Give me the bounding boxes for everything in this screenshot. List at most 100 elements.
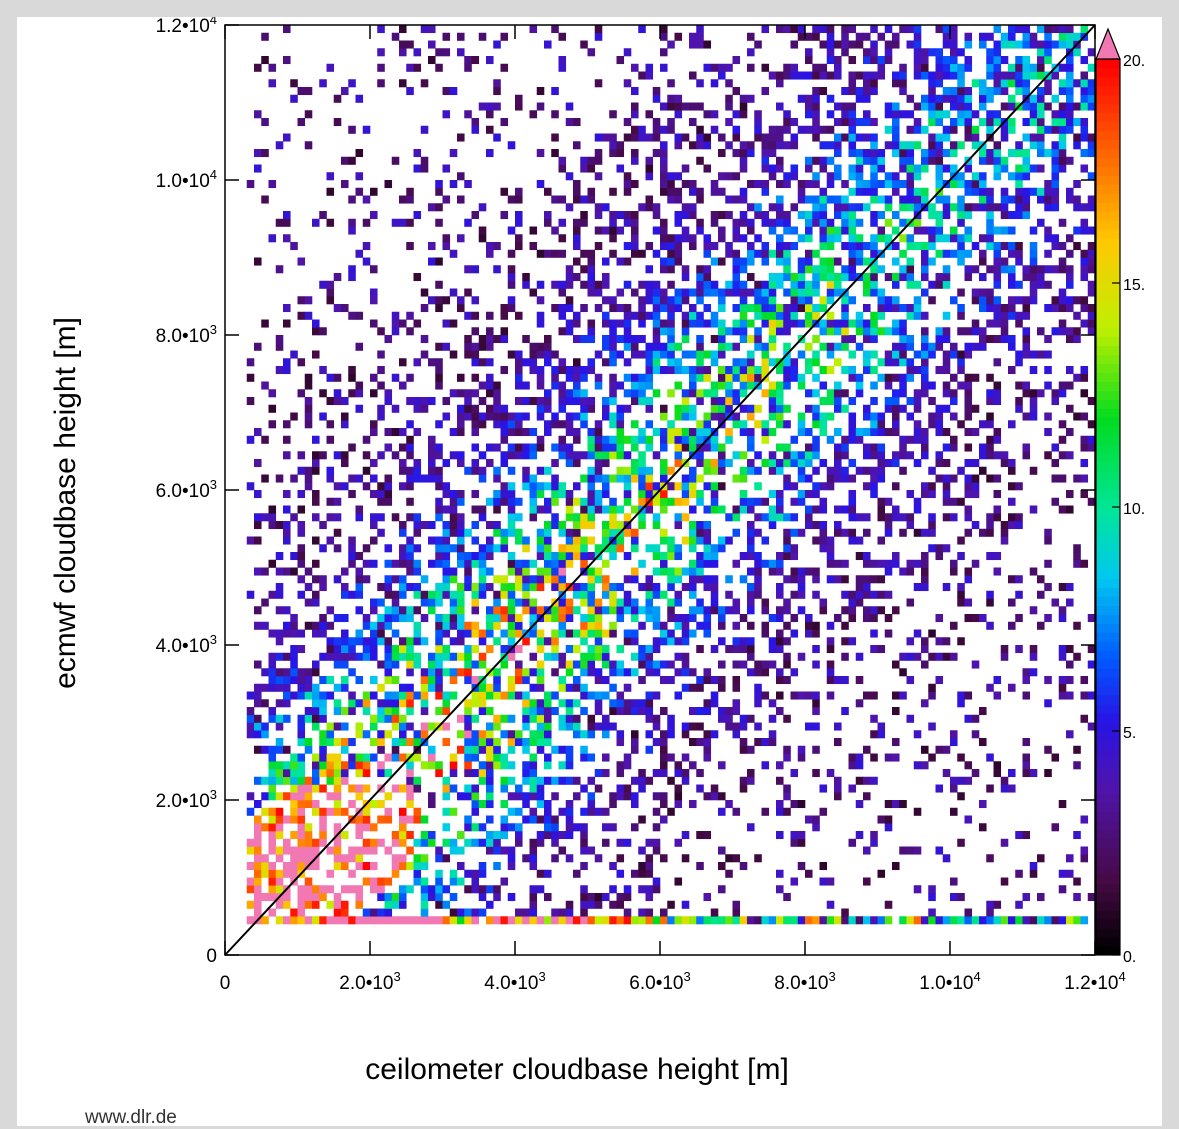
heatmap-bin — [297, 815, 306, 824]
heatmap-bin — [493, 846, 501, 855]
heatmap-bin — [478, 544, 487, 553]
heatmap-bin — [725, 575, 733, 584]
heatmap-bin — [1058, 645, 1067, 654]
heatmap-bin — [304, 668, 313, 677]
heatmap-bin — [957, 172, 965, 181]
heatmap-bin — [565, 900, 574, 909]
heatmap-bin — [609, 211, 617, 220]
heatmap-bin — [261, 792, 269, 801]
heatmap-bin — [522, 559, 530, 568]
heatmap-bin — [710, 288, 719, 297]
heatmap-bin — [573, 141, 581, 150]
heatmap-bin — [921, 435, 929, 444]
heatmap-bin — [261, 668, 269, 677]
heatmap-bin — [1008, 335, 1016, 344]
heatmap-bin — [696, 536, 704, 545]
heatmap-bin — [841, 327, 849, 336]
heatmap-bin — [515, 358, 523, 367]
heatmap-bin — [841, 273, 849, 282]
heatmap-bin — [732, 319, 741, 328]
heatmap-bin — [587, 567, 596, 576]
heatmap-bin — [573, 381, 581, 390]
heatmap-bin — [486, 497, 494, 506]
heatmap-bin — [551, 552, 559, 561]
heatmap-bin — [645, 699, 654, 708]
heatmap-bin — [326, 474, 335, 483]
heatmap-bin — [826, 319, 835, 328]
heatmap-bin — [877, 296, 886, 305]
heatmap-bin — [391, 699, 400, 708]
heatmap-bin — [573, 335, 581, 344]
heatmap-bin — [304, 707, 313, 716]
heatmap-bin — [391, 862, 400, 871]
heatmap-bin — [1058, 110, 1067, 119]
heatmap-bin — [362, 621, 371, 630]
heatmap-bin — [1087, 327, 1096, 336]
heatmap-bin — [696, 862, 704, 871]
heatmap-bin — [580, 559, 588, 568]
heatmap-bin — [413, 862, 422, 871]
heatmap-bin — [500, 428, 509, 437]
heatmap-bin — [326, 497, 335, 506]
heatmap-bin — [1008, 265, 1016, 274]
heatmap-bin — [638, 513, 646, 522]
heatmap-bin — [1029, 769, 1038, 778]
heatmap-bin — [805, 164, 813, 173]
heatmap-bin — [341, 590, 349, 599]
heatmap-bin — [797, 916, 806, 925]
heatmap-bin — [587, 466, 596, 475]
heatmap-bin — [739, 916, 748, 925]
heatmap-bin — [515, 311, 523, 320]
heatmap-bin — [921, 350, 929, 359]
heatmap-bin — [551, 304, 559, 313]
heatmap-bin — [1000, 838, 1009, 847]
heatmap-bin — [493, 521, 501, 530]
heatmap-bin — [906, 304, 915, 313]
heatmap-bin — [761, 691, 770, 700]
heatmap-bin — [275, 823, 284, 832]
heatmap-bin — [732, 373, 741, 382]
heatmap-bin — [652, 645, 661, 654]
heatmap-bin — [573, 916, 581, 925]
heatmap-bin — [674, 435, 683, 444]
heatmap-bin — [971, 288, 980, 297]
heatmap-bin — [587, 652, 596, 661]
heatmap-bin — [725, 714, 733, 723]
heatmap-bin — [471, 412, 480, 421]
heatmap-bin — [355, 474, 364, 483]
heatmap-bin — [522, 443, 530, 452]
heatmap-bin — [507, 606, 516, 615]
heatmap-bin — [384, 893, 393, 902]
heatmap-bin — [522, 451, 530, 460]
heatmap-bin — [710, 497, 719, 506]
heatmap-bin — [754, 125, 762, 134]
heatmap-bin — [1087, 195, 1096, 204]
heatmap-bin — [254, 869, 262, 878]
heatmap-bin — [377, 482, 385, 491]
heatmap-bin — [790, 513, 799, 522]
heatmap-bin — [536, 722, 545, 731]
heatmap-bin — [464, 668, 472, 677]
heatmap-bin — [457, 420, 465, 429]
heatmap-bin — [1022, 327, 1031, 336]
heatmap-bin — [457, 544, 465, 553]
heatmap-bin — [500, 304, 509, 313]
heatmap-bin — [348, 590, 356, 599]
heatmap-bin — [1066, 854, 1074, 863]
heatmap-bin — [406, 707, 414, 716]
heatmap-bin — [457, 668, 465, 677]
heatmap-bin — [768, 218, 777, 227]
heatmap-bin — [826, 350, 835, 359]
heatmap-bin — [529, 614, 538, 623]
heatmap-bin — [486, 567, 494, 576]
heatmap-bin — [602, 660, 610, 669]
heatmap-bin — [906, 195, 915, 204]
heatmap-bin — [971, 133, 980, 142]
heatmap-bin — [493, 722, 501, 731]
heatmap-bin — [863, 110, 871, 119]
heatmap-bin — [341, 738, 349, 747]
heatmap-bin — [783, 141, 791, 150]
heatmap-bin — [848, 218, 857, 227]
heatmap-bin — [928, 102, 936, 111]
heatmap-bin — [428, 722, 436, 731]
